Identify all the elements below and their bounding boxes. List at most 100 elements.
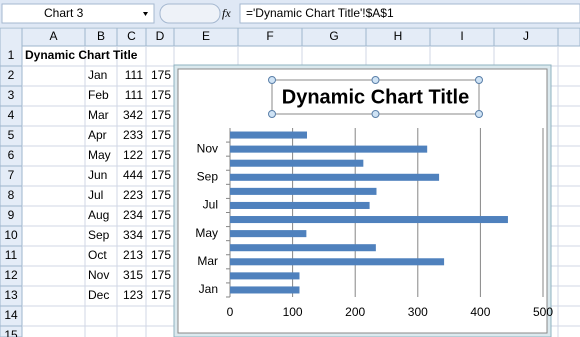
- cell-value: 233: [123, 128, 143, 142]
- selection-handle: [268, 110, 276, 118]
- cell-value: 111: [125, 88, 144, 102]
- row-header-bar: [0, 27, 23, 337]
- row-header: 9: [8, 208, 15, 222]
- row-header: 5: [8, 128, 15, 142]
- chart-title: Dynamic Chart Title: [282, 86, 469, 108]
- selection-handle: [475, 76, 483, 84]
- name-box-text: Chart 3: [44, 6, 84, 20]
- cell-value: 175: [151, 168, 171, 182]
- formula-input[interactable]: [239, 3, 580, 24]
- cell-value: 175: [151, 268, 171, 282]
- row-header: 12: [4, 268, 18, 282]
- bar: [230, 258, 445, 266]
- x-tick-label: 200: [345, 305, 365, 319]
- dropdown-arrow[interactable]: [143, 12, 148, 16]
- cell-value: 111: [125, 68, 144, 82]
- cell-value: 175: [151, 68, 171, 82]
- y-tick-label: May: [195, 226, 218, 240]
- x-tick-label: 500: [533, 305, 553, 319]
- bar: [230, 216, 508, 224]
- cell-value: 175: [151, 188, 171, 202]
- bar: [230, 201, 370, 209]
- column-header: E: [202, 29, 210, 43]
- column-header: H: [394, 29, 403, 43]
- bar: [230, 272, 300, 280]
- bar: [230, 173, 440, 181]
- cell-month: Jan: [88, 68, 107, 82]
- y-tick-label: Sep: [197, 169, 219, 183]
- chart-title-box: [271, 79, 480, 115]
- bar: [230, 230, 307, 238]
- cell-value: 175: [151, 108, 171, 122]
- row-header: 3: [8, 88, 15, 102]
- cell-value: 175: [151, 208, 171, 222]
- cell-month: Feb: [88, 88, 109, 102]
- row-header: 1: [8, 48, 15, 62]
- selection-handle: [371, 110, 380, 118]
- cell-value: 123: [123, 288, 143, 302]
- row-header: 2: [8, 68, 15, 82]
- column-header: B: [97, 29, 105, 43]
- bar: [230, 159, 364, 167]
- y-tick-label: Mar: [197, 254, 218, 268]
- cell-value: 175: [151, 88, 171, 102]
- cell-value: 315: [123, 268, 143, 282]
- y-tick-label: Jul: [203, 198, 218, 212]
- cell-value: 444: [123, 168, 143, 182]
- y-tick-label: Nov: [197, 141, 218, 155]
- cell-month: Jul: [88, 188, 103, 202]
- cell-month: Apr: [88, 128, 107, 142]
- row-header: 8: [8, 188, 15, 202]
- column-header: I: [460, 29, 463, 43]
- cell-month: Dec: [88, 288, 109, 302]
- x-tick-label: 300: [408, 305, 428, 319]
- column-header: C: [127, 29, 136, 43]
- row-header: 7: [8, 168, 15, 182]
- row-header: 4: [8, 108, 15, 122]
- row-header: 10: [4, 228, 18, 242]
- bar: [230, 145, 428, 153]
- row-header: 11: [5, 248, 18, 262]
- x-tick-label: 0: [227, 305, 234, 319]
- cell-month: Nov: [88, 268, 109, 282]
- x-tick-label: 400: [470, 305, 490, 319]
- bar: [230, 244, 376, 252]
- bar: [230, 131, 307, 139]
- cell-month: Mar: [88, 108, 109, 122]
- name-box[interactable]: [1, 3, 155, 24]
- cell-value: 175: [151, 228, 171, 242]
- column-header-bar: [0, 27, 580, 47]
- cell-value: 122: [123, 148, 143, 162]
- formula-buttons: [159, 3, 221, 24]
- cell-value: 175: [151, 128, 171, 142]
- cell-value: 334: [123, 228, 143, 242]
- bar: [230, 286, 300, 294]
- cell-value: 175: [151, 288, 171, 302]
- selection-handle: [371, 76, 380, 84]
- cell-value: 175: [151, 248, 171, 262]
- formula-text: ='Dynamic Chart Title'!$A$1: [246, 6, 394, 20]
- cell-value: 175: [151, 148, 171, 162]
- bar: [230, 187, 377, 195]
- column-header: F: [266, 29, 273, 43]
- fx-button[interactable]: fx: [222, 6, 231, 20]
- row-header: 13: [4, 288, 18, 302]
- cell-value: 213: [123, 248, 143, 262]
- selection-handle: [268, 76, 276, 84]
- cell-value: 223: [123, 188, 143, 202]
- x-tick-label: 100: [283, 305, 303, 319]
- column-header: G: [329, 29, 338, 43]
- row-header: 15: [4, 328, 18, 337]
- cell-value: 234: [123, 208, 143, 222]
- row-header: 6: [8, 148, 15, 162]
- cell-a1: Dynamic Chart Title: [25, 48, 138, 62]
- cell-month: Jun: [88, 168, 107, 182]
- cell-month: Oct: [88, 248, 107, 262]
- selection-handle: [475, 110, 483, 118]
- cell-month: May: [88, 148, 111, 162]
- cell-month: Sep: [88, 228, 110, 242]
- row-header: 14: [4, 308, 18, 322]
- column-header: D: [156, 29, 165, 43]
